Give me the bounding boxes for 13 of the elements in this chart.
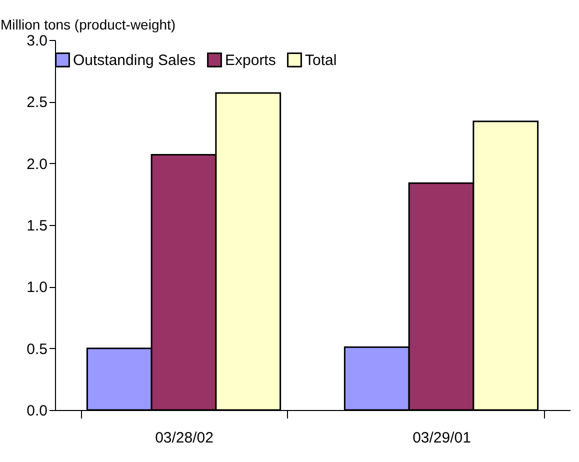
y-tick-label: 1.0 [26,279,48,296]
y-tick-label: 0.5 [26,340,48,358]
y-tick-label: 3.0 [26,32,48,50]
legend-label: Exports [225,52,276,69]
x-tick-label: 03/29/01 [412,430,471,446]
y-tick-label: 2.5 [26,94,48,112]
x-tick-label: 03/28/02 [155,430,214,446]
legend-label: Total [305,52,337,69]
legend-label: Outstanding Sales [73,52,196,69]
y-tick-label: 1.5 [26,218,48,234]
y-tick-label: 2.0 [26,156,48,173]
y-tick-label: 0.0 [26,402,48,420]
y-axis-title: Million tons (product-weight) [0,16,176,32]
